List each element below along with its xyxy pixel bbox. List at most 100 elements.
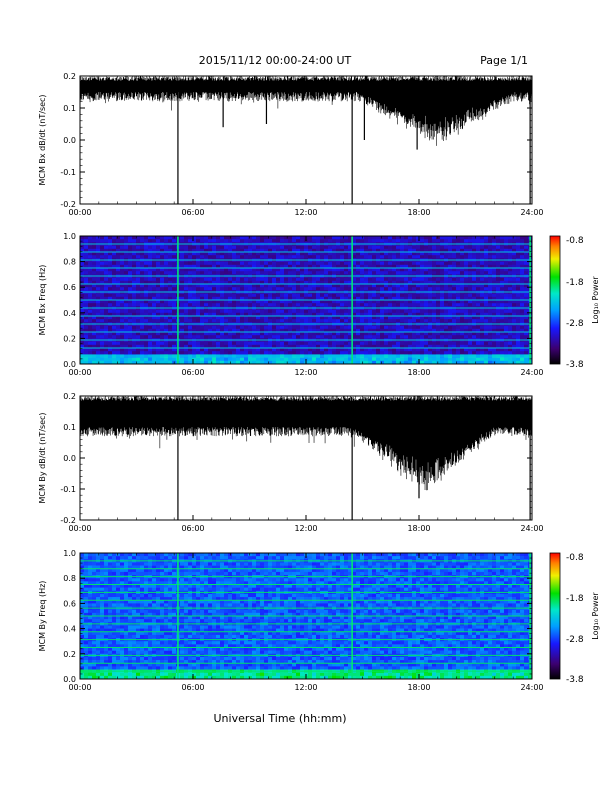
spectrogram-cell [320,277,325,282]
spectrogram-cell [240,300,245,304]
spectrogram-cell [168,303,173,307]
spectrogram-cell [508,245,513,250]
spectrogram-cell [276,255,281,259]
spectrogram-cell [112,271,117,275]
spectrogram-cell [300,236,305,240]
spectrogram-cell [448,255,453,259]
spectrogram-cell [276,261,281,266]
spectrogram-cell [496,236,501,240]
spectrogram-cell [236,348,241,352]
spectrogram-cell [296,271,301,275]
spectrogram-cell [292,252,297,256]
spectrogram-cell [184,261,189,266]
spectrogram-cell [80,287,85,291]
spectrogram-cell [80,236,85,240]
spectrogram-cell [512,344,517,349]
spectrogram-cell [260,255,265,259]
spectrogram-cell [164,335,169,339]
spectrogram-cell [84,287,89,291]
spectrogram-cell [324,344,329,349]
spectrogram-cell [480,344,485,349]
spectrogram-cell [168,341,173,346]
spectrogram-cell [88,332,93,336]
spectrogram-cell [448,303,453,307]
spectrogram-cell [428,264,433,269]
spectrogram-cell [464,325,469,330]
spectrogram-cell [196,264,201,269]
spectrogram-cell [320,332,325,336]
spectrogram-cell [432,344,437,349]
spectrogram-cell [260,341,265,346]
spectrogram-cell [212,357,217,362]
spectrogram-cell [480,271,485,275]
spectrogram-cell [288,312,293,317]
spectrogram-cell [100,280,105,285]
spectrogram-cell [360,284,365,288]
spectrogram-cell [268,325,273,330]
spectrogram-cell [368,277,373,282]
spectrogram-cell [412,309,417,314]
spectrogram-cell [404,328,409,333]
spectrogram-cell [260,351,265,355]
spectrogram-cell [132,303,137,307]
spectrogram-cell [428,348,433,352]
spectrogram-cell [208,287,213,291]
spectrogram-cell [472,341,477,346]
spectrogram-cell [96,268,101,272]
spectrogram-cell [292,312,297,317]
spectrogram-cell [508,264,513,269]
spectrogram-cell [160,271,165,275]
spectrogram-cell [288,293,293,298]
spectrogram-cell [516,325,521,330]
spectrogram-cell [340,284,345,288]
spectrogram-cell [268,287,273,291]
spectrogram-cell [308,332,313,336]
spectrogram-cell [200,348,205,352]
spectrogram-cell [444,332,449,336]
spectrogram-cell [136,280,141,285]
spectrogram-cell [300,300,305,304]
spectrogram-cell [316,248,321,253]
spectrogram-cell [156,264,161,269]
spectrogram-cell [140,236,145,240]
spectrogram-cell [276,284,281,288]
spectrogram-cell [144,277,149,282]
spectrogram-cell [336,319,341,323]
spectrogram-cell [452,300,457,304]
spectrogram-cell [520,344,525,349]
spectrogram-cell [412,348,417,352]
spectrogram-cell [276,300,281,304]
spectrogram-cell [468,319,473,323]
spectrogram-cell [148,287,153,291]
spectrogram-cell [420,261,425,266]
spectrogram-cell [332,316,337,320]
spectrogram-cell [492,351,497,355]
spectrogram-cell [272,277,277,282]
spectrogram-cell [460,344,465,349]
spectrogram-cell [272,245,277,250]
spectrogram-cell [488,360,493,365]
spectrogram-cell [440,360,445,365]
spectrogram-cell [260,335,265,339]
spectrogram-cell [156,341,161,346]
spectrogram-cell [476,357,481,362]
spectrogram-cell [300,255,305,259]
spectrogram-cell [228,351,233,355]
spectrogram-cell [184,351,189,355]
spectrogram-cell [456,255,461,259]
spectrogram-cell [364,309,369,314]
spectrogram-cell [456,236,461,240]
spectrogram-cell [116,248,121,253]
spectrogram-cell [428,293,433,298]
spectrogram-cell [524,236,529,240]
spectrogram-cell [376,287,381,291]
spectrogram-cell [328,255,333,259]
spectrogram-cell [460,239,465,243]
spectrogram-cell [80,348,85,352]
spectrogram-cell [428,245,433,250]
spectrogram-cell [220,280,225,285]
spectrogram-cell [212,248,217,253]
spectrogram-cell [432,268,437,272]
spectrogram-cell [404,280,409,285]
spectrogram-cell [100,284,105,288]
